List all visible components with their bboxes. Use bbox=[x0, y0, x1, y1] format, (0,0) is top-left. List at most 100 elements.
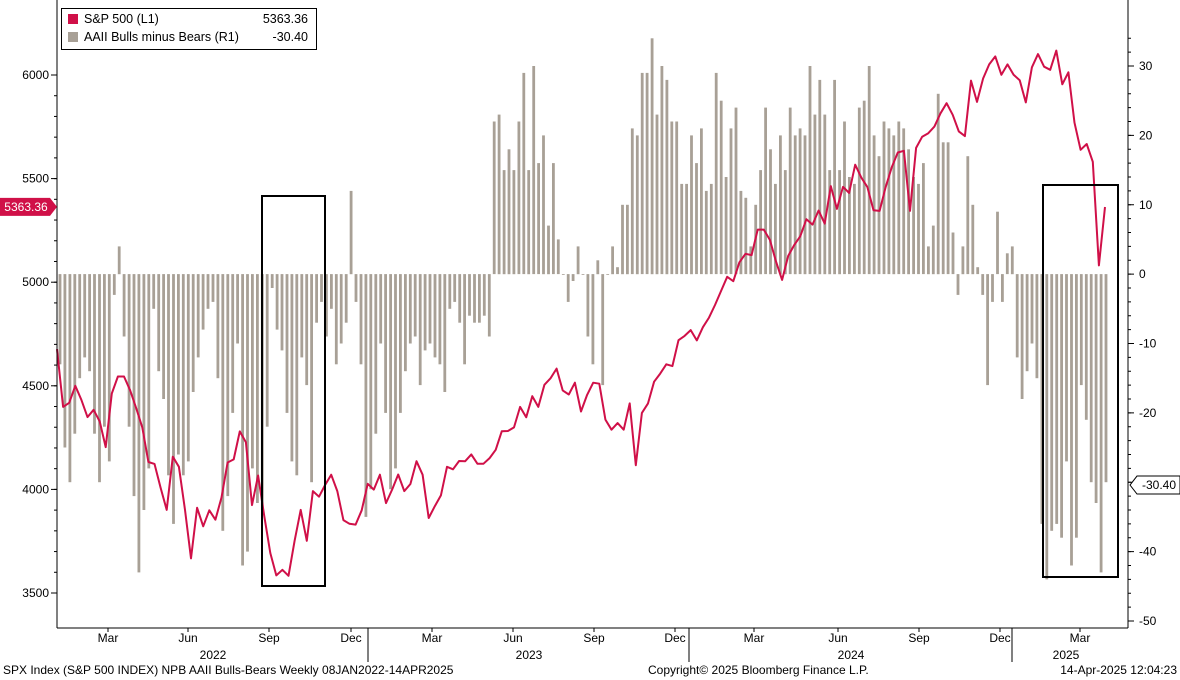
bar bbox=[956, 274, 960, 295]
bar bbox=[1035, 274, 1039, 379]
legend-item-sp500: S&P 500 (L1) 5363.36 bbox=[68, 11, 314, 29]
bar bbox=[152, 274, 156, 309]
right-tick-label: 20 bbox=[1139, 128, 1153, 142]
right-tick-label: -40 bbox=[1139, 545, 1157, 559]
bar bbox=[63, 274, 67, 448]
bar bbox=[527, 170, 531, 275]
legend-swatch-aaii bbox=[68, 32, 78, 42]
bar bbox=[364, 274, 368, 517]
bar bbox=[330, 274, 333, 309]
bar bbox=[1015, 274, 1019, 358]
x-month-label: Sep bbox=[258, 631, 280, 645]
sp500-line bbox=[56, 49, 1106, 577]
bar bbox=[290, 274, 294, 462]
bar bbox=[769, 149, 772, 275]
bar bbox=[951, 232, 955, 275]
bar bbox=[315, 274, 318, 323]
legend-value: -30.40 bbox=[272, 30, 308, 44]
left-tick-label: 5500 bbox=[22, 172, 49, 186]
right-tick-label: 0 bbox=[1139, 267, 1146, 281]
bar bbox=[971, 204, 975, 275]
bar bbox=[704, 190, 708, 275]
bar bbox=[887, 128, 891, 275]
bar bbox=[438, 274, 442, 365]
bar bbox=[621, 204, 624, 275]
bar bbox=[172, 274, 175, 524]
bar bbox=[571, 274, 575, 281]
x-year-label: 2024 bbox=[838, 648, 865, 662]
bar bbox=[1060, 274, 1063, 538]
bar bbox=[186, 274, 190, 462]
footer-source: SPX Index (S&P 500 INDEX) NPB AAII Bulls… bbox=[3, 663, 454, 677]
bar bbox=[670, 121, 674, 275]
bar bbox=[201, 274, 205, 330]
bar bbox=[630, 128, 634, 275]
bar bbox=[507, 149, 511, 275]
bar bbox=[892, 135, 896, 275]
bar bbox=[251, 274, 254, 469]
last-value-tags: 5363.36 -30.40 bbox=[0, 197, 1180, 495]
bar bbox=[719, 100, 723, 275]
x-year-label: 2022 bbox=[200, 648, 227, 662]
bar bbox=[680, 183, 684, 275]
bar bbox=[433, 274, 437, 358]
bar bbox=[428, 274, 432, 344]
bar bbox=[1025, 274, 1029, 372]
bar bbox=[759, 170, 762, 275]
highlight-boxes bbox=[261, 184, 1119, 587]
bar bbox=[749, 246, 753, 275]
bar bbox=[655, 114, 659, 275]
bar bbox=[976, 267, 980, 275]
bar bbox=[853, 183, 856, 275]
bar bbox=[384, 274, 387, 413]
bar bbox=[857, 107, 861, 275]
bar bbox=[127, 274, 131, 427]
x-month-label: Dec bbox=[989, 631, 1010, 645]
bar bbox=[833, 79, 836, 275]
bar bbox=[818, 79, 822, 275]
bar bbox=[902, 128, 906, 275]
bar bbox=[1070, 274, 1073, 566]
bar bbox=[991, 274, 994, 302]
bar bbox=[695, 163, 698, 275]
bar bbox=[1010, 246, 1014, 275]
bar bbox=[246, 274, 249, 552]
x-month-label: Jun bbox=[178, 631, 197, 645]
bar bbox=[142, 274, 146, 510]
bar bbox=[645, 72, 649, 275]
bar bbox=[157, 274, 161, 372]
bar bbox=[764, 107, 767, 275]
bar bbox=[295, 274, 299, 476]
bar bbox=[334, 274, 338, 365]
bar bbox=[88, 274, 91, 372]
bar bbox=[927, 246, 930, 275]
bar bbox=[349, 190, 353, 275]
legend-label: S&P 500 (L1) bbox=[84, 12, 159, 26]
bar bbox=[1094, 274, 1098, 503]
bar bbox=[117, 246, 121, 275]
bar bbox=[542, 135, 545, 275]
bar bbox=[862, 100, 866, 275]
bar bbox=[714, 72, 718, 275]
bar bbox=[532, 66, 536, 275]
bar bbox=[413, 274, 417, 337]
x-month-label: Jun bbox=[828, 631, 847, 645]
bar bbox=[1050, 274, 1054, 531]
bar bbox=[522, 72, 526, 275]
x-month-label: Mar bbox=[1070, 631, 1091, 645]
left-tick-label: 6000 bbox=[22, 68, 49, 82]
axes: 6000 5500 5000 4500 4000 3500 30 20 10 0 -10 -20 -30… bbox=[22, 0, 1157, 662]
bar bbox=[1104, 274, 1108, 483]
bar bbox=[591, 274, 595, 365]
bar bbox=[606, 274, 610, 275]
bar bbox=[478, 274, 481, 323]
bar bbox=[354, 274, 358, 302]
bar bbox=[1045, 274, 1049, 580]
aaii-last-value-tag bbox=[1129, 475, 1180, 495]
bar bbox=[996, 211, 999, 275]
bar bbox=[221, 274, 225, 531]
bar bbox=[1065, 274, 1068, 462]
bar bbox=[78, 274, 82, 379]
bar bbox=[596, 260, 600, 275]
bar bbox=[265, 274, 269, 427]
